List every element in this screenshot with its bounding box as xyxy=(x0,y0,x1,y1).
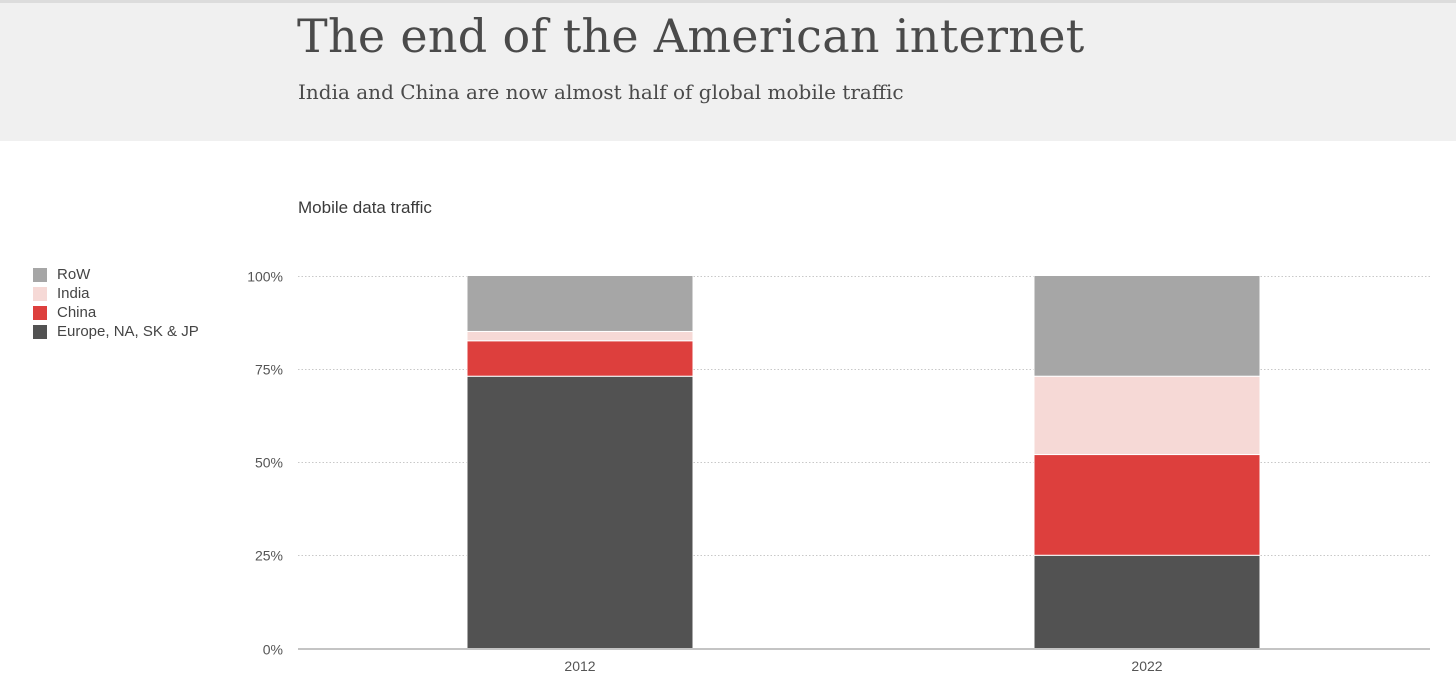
y-tick-label-75: 75% xyxy=(255,362,283,378)
y-tick-label-100: 100% xyxy=(247,269,283,285)
bar-2022-india xyxy=(1033,375,1261,456)
x-tick-label-2022: 2022 xyxy=(1131,658,1162,674)
page-subtitle: India and China are now almost half of g… xyxy=(298,80,904,104)
y-tick-label-50: 50% xyxy=(255,455,283,471)
x-tick-label-2012: 2012 xyxy=(564,658,595,674)
header: The end of the American internet India a… xyxy=(0,0,1456,141)
legend-label-europe-na-sk-jp: Europe, NA, SK & JP xyxy=(57,323,199,340)
legend-label-china: China xyxy=(57,304,97,321)
legend-swatch-europe-na-sk-jp xyxy=(33,325,47,339)
chart-title: Mobile data traffic xyxy=(298,198,432,217)
bar-2022-china xyxy=(1033,454,1261,556)
y-tick-label-0: 0% xyxy=(263,642,283,658)
bar-2022-europe-na-sk-jp xyxy=(1033,554,1261,649)
legend-swatch-row xyxy=(33,268,47,282)
bar-2012-china xyxy=(466,340,694,377)
page-title: The end of the American internet xyxy=(297,9,1085,63)
legend-label-india: India xyxy=(57,285,90,302)
legend-swatch-china xyxy=(33,306,47,320)
legend-label-row: RoW xyxy=(57,266,91,283)
bar-2022-row xyxy=(1033,275,1261,377)
y-tick-label-25: 25% xyxy=(255,548,283,564)
bar-2012-europe-na-sk-jp xyxy=(466,375,694,649)
bar-2012-india xyxy=(466,330,694,342)
legend-swatch-india xyxy=(33,287,47,301)
bar-2012-row xyxy=(466,275,694,332)
